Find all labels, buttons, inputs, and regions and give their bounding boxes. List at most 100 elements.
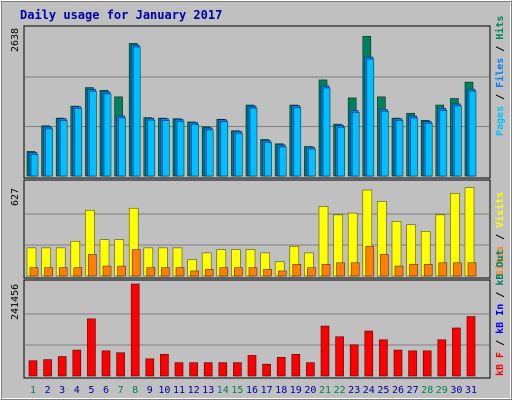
bar-kbf-day-3 <box>57 356 67 377</box>
bar-sites-day-11 <box>175 267 185 277</box>
bar-pages-day-30 <box>454 105 462 177</box>
day-label-10: 10 <box>158 385 170 396</box>
bar-kbf-day-2 <box>43 359 52 377</box>
legend-kbf: kB F <box>495 352 506 376</box>
day-label-12: 12 <box>188 385 200 396</box>
bar-sites-day-28 <box>423 264 433 277</box>
legend-pages: Pages <box>495 106 506 136</box>
day-label-2: 2 <box>45 385 51 396</box>
day-label-5: 5 <box>88 385 94 396</box>
legend-sep-4: / <box>495 334 506 352</box>
bar-pages-day-26 <box>395 120 404 177</box>
bar-sites-day-20 <box>307 267 316 277</box>
bar-sites-day-22 <box>336 262 345 277</box>
visits-legend: Sites / Visits <box>494 192 506 276</box>
bar-kbf-day-27 <box>408 350 417 377</box>
hits-legend: Pages / Files / Hits <box>494 16 506 136</box>
bar-kbf-day-10 <box>160 353 169 377</box>
bar-sites-day-9 <box>146 267 156 277</box>
bar-kbf-day-8 <box>130 283 140 377</box>
day-label-6: 6 <box>103 385 109 396</box>
day-label-20: 20 <box>304 385 316 396</box>
bar-kbf-day-1 <box>28 360 38 377</box>
day-label-22: 22 <box>334 385 346 396</box>
bar-kbf-day-16 <box>247 355 257 377</box>
bar-kbf-day-20 <box>306 362 315 377</box>
day-label-23: 23 <box>348 385 360 396</box>
bar-kbf-day-31 <box>466 316 476 377</box>
bar-kbf-day-22 <box>335 336 344 377</box>
bar-sites-day-13 <box>204 269 214 277</box>
bar-sites-day-25 <box>380 254 389 277</box>
day-label-4: 4 <box>74 385 80 396</box>
bar-sites-day-3 <box>58 267 68 277</box>
bar-sites-day-12 <box>190 270 199 277</box>
bar-sites-day-7 <box>117 265 126 277</box>
day-label-1: 1 <box>30 385 36 396</box>
legend-sep-1: / <box>495 88 506 106</box>
bar-sites-day-26 <box>394 265 404 277</box>
bar-pages-day-3 <box>59 120 68 177</box>
bar-sites-day-19 <box>292 264 302 277</box>
bar-kbf-day-4 <box>72 349 82 377</box>
bar-pages-day-16 <box>249 107 258 177</box>
bar-sites-day-6 <box>102 265 112 277</box>
day-label-30: 30 <box>450 385 462 396</box>
legend-sep-2: / <box>495 40 506 58</box>
bar-pages-day-27 <box>410 117 418 177</box>
bar-kbf-day-9 <box>145 358 155 377</box>
bar-pages-day-25 <box>381 111 389 177</box>
bar-kbf-day-23 <box>349 344 359 377</box>
bar-pages-day-11 <box>176 120 185 177</box>
bar-sites-day-14 <box>219 267 229 277</box>
bar-kbf-day-13 <box>203 362 213 377</box>
day-label-18: 18 <box>275 385 287 396</box>
bar-sites-day-1 <box>29 267 39 277</box>
legend-kbout: kB Out <box>495 250 506 286</box>
kb-ymax-label: 241456 <box>10 284 21 320</box>
bar-pages-day-20 <box>308 148 316 177</box>
bar-kbf-day-5 <box>87 318 96 377</box>
bar-kbf-day-28 <box>422 350 432 377</box>
bar-kbf-day-7 <box>116 352 125 377</box>
bar-kbf-day-6 <box>101 350 111 377</box>
bar-pages-day-19 <box>293 107 302 177</box>
bar-sites-day-8 <box>131 249 141 277</box>
legend-visits: Visits <box>494 192 506 228</box>
bar-pages-day-10 <box>162 120 170 177</box>
bar-kbf-day-24 <box>364 330 374 377</box>
day-label-8: 8 <box>132 385 138 396</box>
bar-pages-day-7 <box>118 117 126 177</box>
day-label-19: 19 <box>290 385 302 396</box>
bar-sites-day-5 <box>88 254 97 277</box>
day-label-21: 21 <box>319 385 331 396</box>
day-label-15: 15 <box>231 385 243 396</box>
bar-sites-day-2 <box>44 267 53 277</box>
bar-pages-day-13 <box>205 129 214 177</box>
bar-kbf-day-12 <box>189 362 198 377</box>
day-labels: 1 2 3 4 5 6 7 8 9 10 11 12 13 14 15 16 17 18 19 20 21 22 23 24 2… <box>30 385 477 396</box>
day-label-28: 28 <box>421 385 433 396</box>
bar-pages-day-2 <box>45 128 53 177</box>
bar-sites-day-24 <box>365 245 375 277</box>
hits-ymax-label: 2638 <box>10 28 21 52</box>
bar-pages-day-17 <box>264 142 272 177</box>
bar-sites-day-4 <box>73 267 83 277</box>
day-label-31: 31 <box>465 385 477 396</box>
bar-pages-day-28 <box>424 123 433 177</box>
bar-sites-day-23 <box>350 262 360 277</box>
day-label-16: 16 <box>246 385 258 396</box>
bar-pages-day-23 <box>351 112 360 177</box>
bar-pages-day-31 <box>468 90 477 177</box>
day-label-27: 27 <box>407 385 419 396</box>
legend-sites: Sites <box>494 246 506 276</box>
legend-kbin: kB In <box>495 304 506 334</box>
day-label-17: 17 <box>261 385 273 396</box>
day-label-9: 9 <box>147 385 153 396</box>
bar-sites-day-31 <box>467 262 477 277</box>
bar-kbf-day-21 <box>320 325 330 377</box>
day-label-3: 3 <box>59 385 65 396</box>
bar-pages-day-18 <box>278 146 287 177</box>
